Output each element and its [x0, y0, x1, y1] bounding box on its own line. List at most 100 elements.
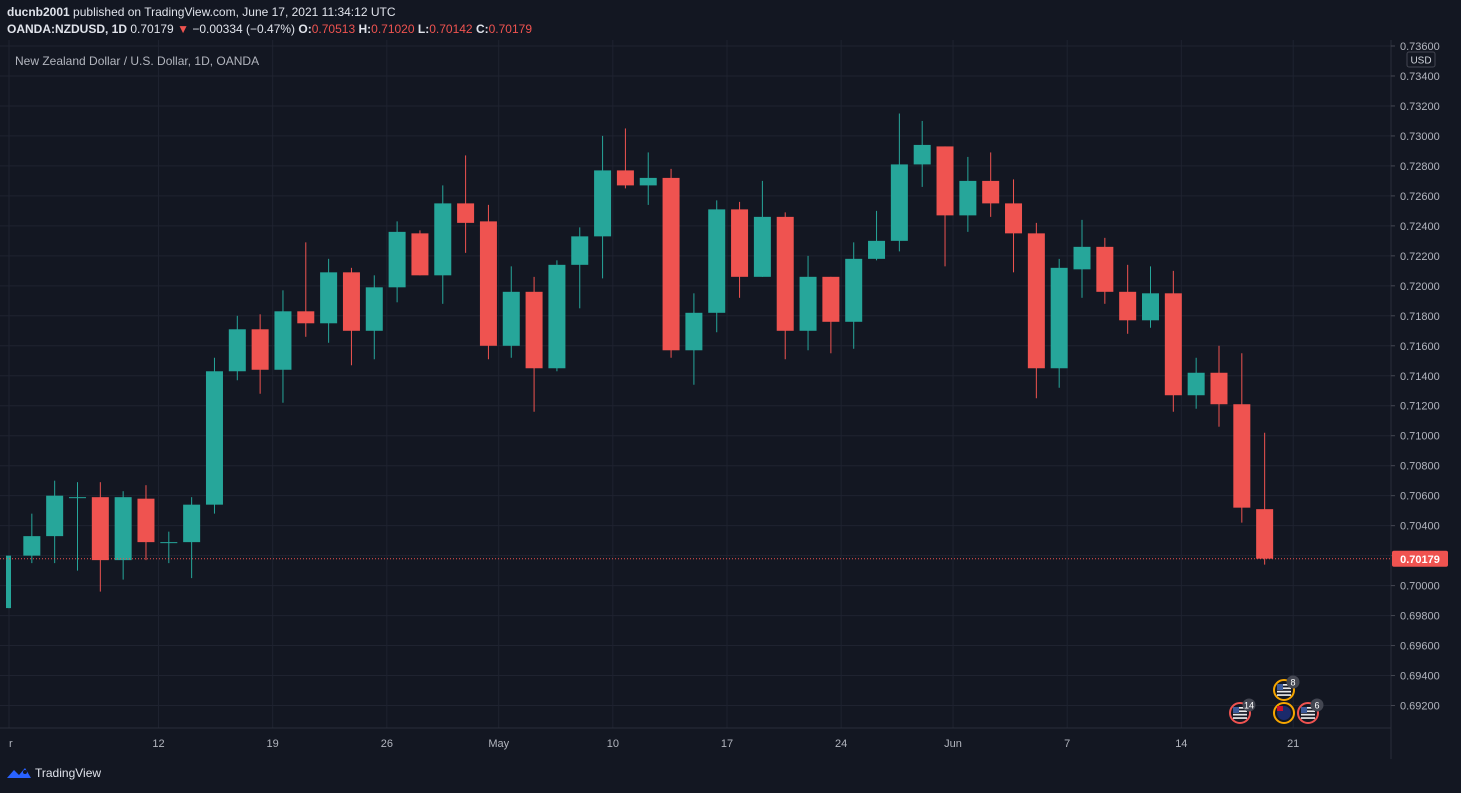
- candle[interactable]: [936, 146, 954, 267]
- candle[interactable]: [845, 242, 863, 349]
- x-tick-label: 21: [1287, 738, 1299, 750]
- candle[interactable]: [890, 113, 908, 252]
- candle[interactable]: [251, 314, 269, 394]
- flag-stripe: [1301, 710, 1315, 713]
- event-marker[interactable]: [1273, 702, 1295, 724]
- candle[interactable]: [1256, 432, 1274, 565]
- candle[interactable]: [411, 230, 429, 276]
- event-marker[interactable]: 8: [1273, 675, 1300, 701]
- price-chart[interactable]: New Zealand Dollar / U.S. Dollar, 1D, OA…: [0, 40, 1461, 759]
- candle[interactable]: [228, 315, 246, 381]
- candle[interactable]: [342, 267, 360, 366]
- last-price-line: 0.70179: [0, 550, 1448, 567]
- candle[interactable]: [457, 155, 475, 253]
- candle[interactable]: [1005, 179, 1023, 273]
- candle[interactable]: [548, 260, 566, 372]
- candle-body: [479, 221, 497, 346]
- candle-body: [708, 209, 726, 313]
- candle-body: [6, 555, 11, 609]
- candle-body: [183, 504, 201, 543]
- candle-body: [1119, 291, 1137, 321]
- event-marker[interactable]: 6: [1297, 698, 1324, 724]
- candle[interactable]: [91, 482, 109, 592]
- candle[interactable]: [525, 276, 543, 412]
- candle[interactable]: [68, 482, 86, 571]
- y-tick-label: 0.72200: [1400, 251, 1440, 263]
- candle[interactable]: [1187, 357, 1205, 409]
- candle[interactable]: [685, 293, 703, 385]
- candle-body: [639, 177, 657, 186]
- candle[interactable]: [1164, 270, 1182, 412]
- y-tick-label: 0.72000: [1400, 281, 1440, 293]
- candle[interactable]: [479, 204, 497, 360]
- candle[interactable]: [114, 491, 132, 580]
- y-tick-label: 0.70600: [1400, 491, 1440, 503]
- candle[interactable]: [1210, 345, 1228, 427]
- candle[interactable]: [959, 156, 977, 232]
- tradingview-icon: [7, 768, 31, 778]
- price-axis[interactable]: 0.73600 0.73400 0.73200 0.73000 0.72800 0.726…: [1391, 41, 1440, 713]
- flag-stripe: [1301, 713, 1315, 716]
- y-tick-label: 0.71600: [1400, 341, 1440, 353]
- y-tick-label: 0.70800: [1400, 461, 1440, 473]
- y-tick-label: 0.73600: [1400, 41, 1440, 53]
- candle[interactable]: [594, 135, 612, 279]
- tradingview-logo[interactable]: TradingView: [6, 766, 101, 780]
- candle[interactable]: [1119, 264, 1137, 334]
- candle[interactable]: [1096, 237, 1114, 304]
- candle[interactable]: [46, 480, 64, 564]
- candle[interactable]: [502, 266, 520, 358]
- candle[interactable]: [982, 152, 1000, 217]
- candle[interactable]: [776, 212, 794, 360]
- candle[interactable]: [434, 185, 452, 304]
- candle-body: [365, 287, 383, 331]
- symbol-label[interactable]: OANDA:NZDUSD, 1D: [7, 22, 127, 36]
- candle[interactable]: [297, 242, 315, 337]
- candle-body: [1073, 246, 1091, 270]
- candle[interactable]: [708, 200, 726, 333]
- event-markers[interactable]: 14 8 6: [1229, 675, 1324, 724]
- candle[interactable]: [23, 513, 41, 564]
- y-tick-label: 0.71800: [1400, 311, 1440, 323]
- open-label: O:: [298, 22, 312, 36]
- candle[interactable]: [868, 210, 886, 261]
- candle[interactable]: [365, 275, 383, 360]
- candle[interactable]: [662, 168, 680, 358]
- candle[interactable]: [1073, 219, 1091, 298]
- candle[interactable]: [822, 276, 840, 354]
- candle[interactable]: [639, 152, 657, 205]
- candle[interactable]: [205, 357, 223, 514]
- flag-stripe: [1277, 694, 1291, 696]
- candle[interactable]: [753, 180, 771, 277]
- last-price-badge: [1392, 550, 1448, 567]
- flag-stripe: [1277, 690, 1291, 693]
- candle-body: [320, 272, 338, 324]
- candle[interactable]: [731, 201, 749, 298]
- author-name[interactable]: ducnb2001: [7, 5, 70, 19]
- y-tick-label: 0.70000: [1400, 581, 1440, 593]
- candle-body: [228, 329, 246, 372]
- candle[interactable]: [616, 128, 634, 189]
- candle[interactable]: [1142, 266, 1159, 328]
- candle[interactable]: [183, 497, 201, 579]
- candle[interactable]: [1233, 353, 1251, 523]
- candle[interactable]: [388, 221, 406, 303]
- currency-badge[interactable]: USD: [1406, 51, 1436, 68]
- candle[interactable]: [1050, 258, 1068, 388]
- candle[interactable]: [6, 555, 11, 609]
- candle[interactable]: [320, 258, 338, 343]
- candle[interactable]: [799, 255, 817, 351]
- candle[interactable]: [913, 120, 931, 187]
- candle[interactable]: [160, 531, 178, 564]
- flag-stripe: [1233, 707, 1247, 709]
- candle[interactable]: [571, 227, 589, 309]
- event-marker[interactable]: 14: [1229, 698, 1256, 724]
- y-tick-label: 0.71000: [1400, 431, 1440, 443]
- candle[interactable]: [137, 485, 155, 561]
- y-tick-label: 0.73200: [1400, 101, 1440, 113]
- candle[interactable]: [1027, 222, 1045, 399]
- low-label: L:: [417, 22, 430, 36]
- candle[interactable]: [274, 290, 292, 403]
- event-count-label: 8: [1290, 678, 1295, 688]
- time-axis[interactable]: r 12 19 26 May 10 17 24 Jun 7 14 21: [9, 738, 1299, 750]
